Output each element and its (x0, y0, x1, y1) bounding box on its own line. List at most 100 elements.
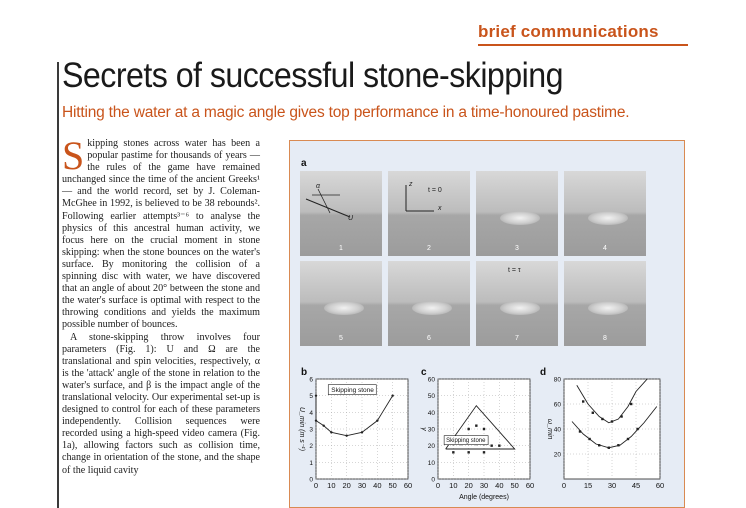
photo-frame-1: α U 1 (300, 171, 382, 256)
y-tick-label: 0 (431, 477, 435, 484)
annotation-frame (443, 435, 489, 445)
x-tick-label: 40 (373, 481, 381, 490)
annotation-box: Skipping stone (327, 384, 377, 395)
annotation-text: Skipping stone (331, 387, 374, 394)
y-axis-label: γ (420, 427, 427, 431)
section-tag: brief communications (478, 22, 659, 41)
frame-number: 2 (427, 245, 431, 252)
x-tick-label: 50 (510, 481, 518, 490)
x-tick-label: 0 (562, 481, 566, 490)
series-line (315, 395, 394, 437)
frame-number: 6 (427, 335, 431, 342)
frame-1-diagram (305, 188, 351, 218)
left-margin-rule (57, 62, 59, 508)
frame-number: 4 (603, 245, 607, 252)
x-symbol: x (438, 205, 442, 212)
y-tick-label: 40 (554, 427, 562, 434)
chart-c: 0 10 20 30 40 50 60 0 10 20 30 40 50 60 γ Angle (degree… (420, 377, 534, 502)
frame-number: 1 (339, 245, 343, 252)
y-axis-label: U_min (m s⁻¹) (298, 407, 305, 451)
frame-number: 8 (603, 335, 607, 342)
x-tick-label: 45 (632, 481, 640, 490)
article-subtitle: Hitting the water at a magic angle gives… (62, 104, 630, 121)
panel-c-label: c (421, 367, 427, 378)
x-tick-label: 40 (495, 481, 503, 490)
t0-label: t = 0 (428, 187, 442, 194)
dropcap: S (62, 133, 85, 178)
photo-frame-7: t = τ 7 (476, 261, 558, 346)
paragraph-1: kipping stones across water has been a p… (62, 138, 260, 331)
body-column: S kipping stones across water has been a… (62, 133, 260, 477)
u-symbol: U (348, 215, 354, 222)
data-point (598, 444, 601, 447)
x-tick-label: 20 (342, 481, 350, 490)
data-point (482, 451, 486, 454)
series-curve (576, 378, 648, 424)
data-point (360, 431, 364, 434)
data-point (314, 394, 318, 397)
y-tick-label: 60 (554, 402, 562, 409)
data-point (601, 417, 604, 421)
ttau-label: t = τ (508, 267, 521, 274)
x-tick-label: 0 (436, 481, 440, 490)
panel-a-label: a (301, 158, 307, 169)
data-point (607, 446, 610, 449)
y-tick-label: 30 (428, 427, 436, 434)
frame-number: 7 (515, 335, 519, 342)
y-tick-label: 50 (428, 393, 436, 400)
series-curve (571, 406, 658, 449)
x-tick-label: 15 (584, 481, 592, 490)
x-tick-label: 30 (608, 481, 616, 490)
data-point (636, 427, 639, 431)
y-tick-label: 3 (309, 427, 313, 434)
data-point (314, 419, 318, 422)
data-point (452, 451, 455, 454)
photo-frame-2: z x t = 0 2 (388, 171, 470, 256)
x-tick-label: 10 (449, 481, 457, 490)
section-rule (478, 44, 688, 46)
data-point (330, 431, 333, 434)
data-point (620, 415, 623, 418)
x-tick-label: 20 (464, 481, 472, 490)
photo-frame-8: 8 (564, 261, 646, 346)
y-tick-label: 4 (309, 410, 313, 417)
data-point (610, 420, 614, 423)
data-point (588, 437, 591, 441)
x-tick-label: 30 (358, 481, 366, 490)
y-tick-label: 2 (309, 443, 313, 450)
x-axis-label: Angle (degrees) (459, 494, 509, 501)
alpha-symbol: α (316, 183, 320, 190)
data-point (322, 424, 325, 427)
data-point (630, 402, 633, 406)
x-tick-label: 30 (480, 481, 488, 490)
x-tick-label: 0 (314, 481, 318, 490)
y-tick-label: 20 (554, 452, 562, 459)
data-point (467, 451, 470, 454)
y-tick-label: 80 (554, 377, 562, 384)
paragraph-2: A stone-skipping throw involves four par… (62, 331, 260, 476)
x-tick-label: 50 (388, 481, 396, 490)
data-point (345, 434, 348, 437)
x-tick-label: 60 (526, 481, 534, 490)
y-tick-label: 5 (309, 393, 313, 400)
frame-2-axes (405, 185, 434, 212)
photo-frame-5: 5 (300, 261, 382, 346)
data-point (617, 444, 620, 447)
annotation-frame (327, 384, 377, 395)
data-point (376, 419, 379, 422)
y-tick-label: 40 (428, 410, 436, 417)
y-tick-label: 1 (309, 460, 313, 467)
chart-b: 0 10 20 30 40 50 60 0 1 2 3 4 5 6 U_min (m s⁻¹) Skippin… (298, 377, 412, 491)
x-tick-label: 10 (327, 481, 335, 490)
frame-number: 3 (515, 245, 519, 252)
data-point (498, 444, 501, 447)
figure-1: a α U 1 z x t = 0 2 3 4 5 6 t = τ 7 (289, 140, 685, 508)
data-point (490, 444, 493, 447)
data-point (467, 427, 470, 431)
photo-frame-6: 6 (388, 261, 470, 346)
y-tick-label: 0 (309, 477, 313, 484)
annotation-box: Skipping stone (443, 435, 489, 445)
z-symbol: z (409, 181, 413, 188)
y-tick-label: 10 (428, 460, 436, 467)
chart-d: 0 15 30 45 60 20 40 60 80 ω_min (546, 377, 664, 491)
